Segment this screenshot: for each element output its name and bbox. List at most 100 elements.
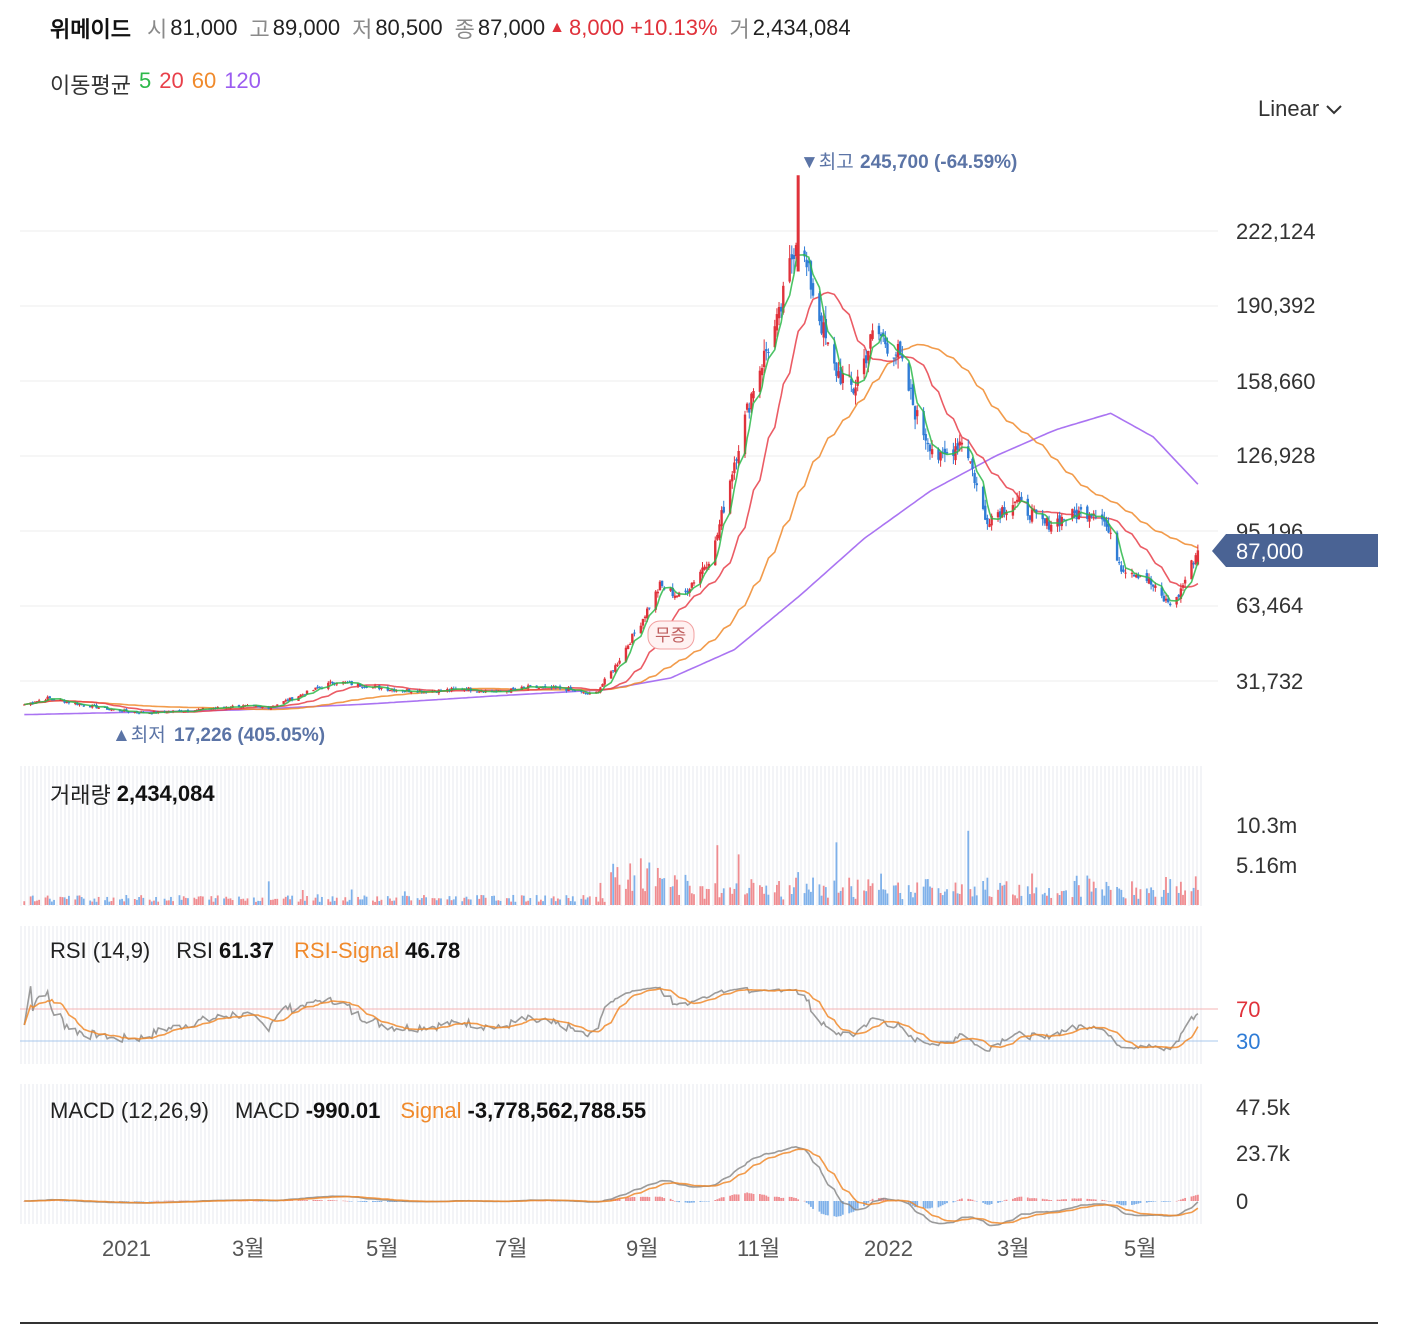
panel-stripe xyxy=(728,926,730,1064)
y-tick-label: 158,660 xyxy=(1236,369,1316,394)
candle-body xyxy=(773,326,776,348)
volume-bar xyxy=(1118,888,1121,905)
panel-stripe xyxy=(132,766,134,906)
volume-bar xyxy=(289,899,291,905)
ma-5-legend: 5 xyxy=(138,68,152,93)
panel-stripe xyxy=(868,926,870,1064)
panel-stripe xyxy=(596,766,598,906)
panel-stripe xyxy=(776,926,778,1064)
candle-body xyxy=(601,684,604,687)
panel-stripe xyxy=(380,766,382,906)
candle xyxy=(1003,501,1006,518)
panel-stripe xyxy=(504,766,506,906)
panel-stripe xyxy=(516,1084,518,1224)
panel-stripe xyxy=(324,926,326,1064)
volume-bar xyxy=(136,899,138,905)
macd-histogram-bar xyxy=(391,1201,393,1202)
candle-body xyxy=(1154,585,1157,588)
panel-stripe xyxy=(460,926,462,1064)
macd-histogram-bar xyxy=(1073,1198,1076,1201)
volume-bar xyxy=(850,886,853,905)
volume-bar xyxy=(420,898,423,905)
panel-stripe xyxy=(540,1084,542,1224)
macd-histogram-bar xyxy=(646,1196,649,1201)
volume-bar xyxy=(306,895,308,905)
volume-bar xyxy=(495,900,498,905)
candle-body xyxy=(108,709,111,711)
candle-body xyxy=(922,410,925,436)
panel-stripe xyxy=(360,766,362,906)
scale-selector[interactable]: Linear xyxy=(1258,96,1343,122)
volume-bar xyxy=(956,893,959,905)
candle xyxy=(839,358,842,386)
macd-histogram-bar xyxy=(306,1200,308,1201)
volume-bar xyxy=(1150,887,1152,905)
panel-stripe xyxy=(208,1084,210,1224)
candle-body xyxy=(837,371,840,378)
volume-bar xyxy=(274,898,277,905)
panel-stripe xyxy=(420,766,422,906)
volume-bar xyxy=(1090,891,1093,905)
panel-stripe xyxy=(420,926,422,1064)
panel-stripe xyxy=(428,926,430,1064)
panel-stripe xyxy=(804,1084,806,1224)
macd-histogram-bar xyxy=(867,1201,870,1203)
candle-body xyxy=(911,384,915,406)
panel-stripe xyxy=(824,1084,826,1224)
volume-bar xyxy=(1103,895,1106,905)
macd-histogram-bar xyxy=(699,1201,702,1202)
panel-stripe xyxy=(400,1084,402,1224)
panel-stripe xyxy=(1176,926,1178,1064)
macd-histogram-bar xyxy=(633,1197,636,1201)
candle xyxy=(475,690,479,693)
panel-stripe xyxy=(648,766,650,906)
volume-bar xyxy=(267,881,270,905)
macd-histogram-bar xyxy=(1086,1198,1089,1201)
panel-stripe xyxy=(184,926,186,1064)
candle xyxy=(984,499,987,521)
panel-stripe xyxy=(300,926,302,1064)
volume-bar xyxy=(627,879,629,905)
panel-stripe xyxy=(948,1084,950,1224)
volume-bar xyxy=(882,889,885,905)
panel-stripe xyxy=(432,766,434,906)
panel-stripe xyxy=(1076,1084,1078,1224)
panel-stripe xyxy=(248,926,250,1064)
panel-stripe xyxy=(144,926,146,1064)
volume-bar xyxy=(867,879,870,905)
panel-stripe xyxy=(864,1084,866,1224)
panel-stripe xyxy=(1064,766,1066,906)
candle xyxy=(284,698,287,703)
panel-stripe xyxy=(444,1084,446,1224)
panel-stripe xyxy=(144,766,146,906)
panel-stripe xyxy=(264,926,266,1064)
panel-stripe xyxy=(1004,926,1006,1064)
volume-bar xyxy=(763,893,766,905)
panel-stripe xyxy=(752,926,754,1064)
macd-histogram-bar xyxy=(720,1197,723,1201)
panel-stripe xyxy=(672,1084,674,1224)
volume-bar xyxy=(744,894,746,905)
volume-bar xyxy=(835,842,838,905)
candle xyxy=(671,583,674,599)
panel-stripe xyxy=(480,766,482,906)
panel-stripe xyxy=(512,766,514,906)
panel-stripe xyxy=(1092,1084,1094,1224)
macd-histogram-bar xyxy=(386,1201,389,1203)
panel-stripe xyxy=(932,926,934,1064)
y-tick-label: 126,928 xyxy=(1236,443,1316,468)
panel-stripe xyxy=(260,766,262,906)
volume-bar xyxy=(59,896,62,905)
panel-stripe xyxy=(1112,926,1114,1064)
macd-histogram-bar xyxy=(958,1199,961,1201)
panel-stripe xyxy=(428,766,430,906)
volume-bar xyxy=(552,896,555,905)
volume-bar xyxy=(820,895,823,905)
moving-average-legend[interactable]: 이동평균 5 20 60 120 xyxy=(50,68,261,100)
panel-stripe xyxy=(304,766,306,906)
volume-bar xyxy=(212,901,215,905)
volume-bar xyxy=(142,897,145,905)
candle-body xyxy=(641,618,645,626)
panel-stripe xyxy=(420,1084,422,1224)
